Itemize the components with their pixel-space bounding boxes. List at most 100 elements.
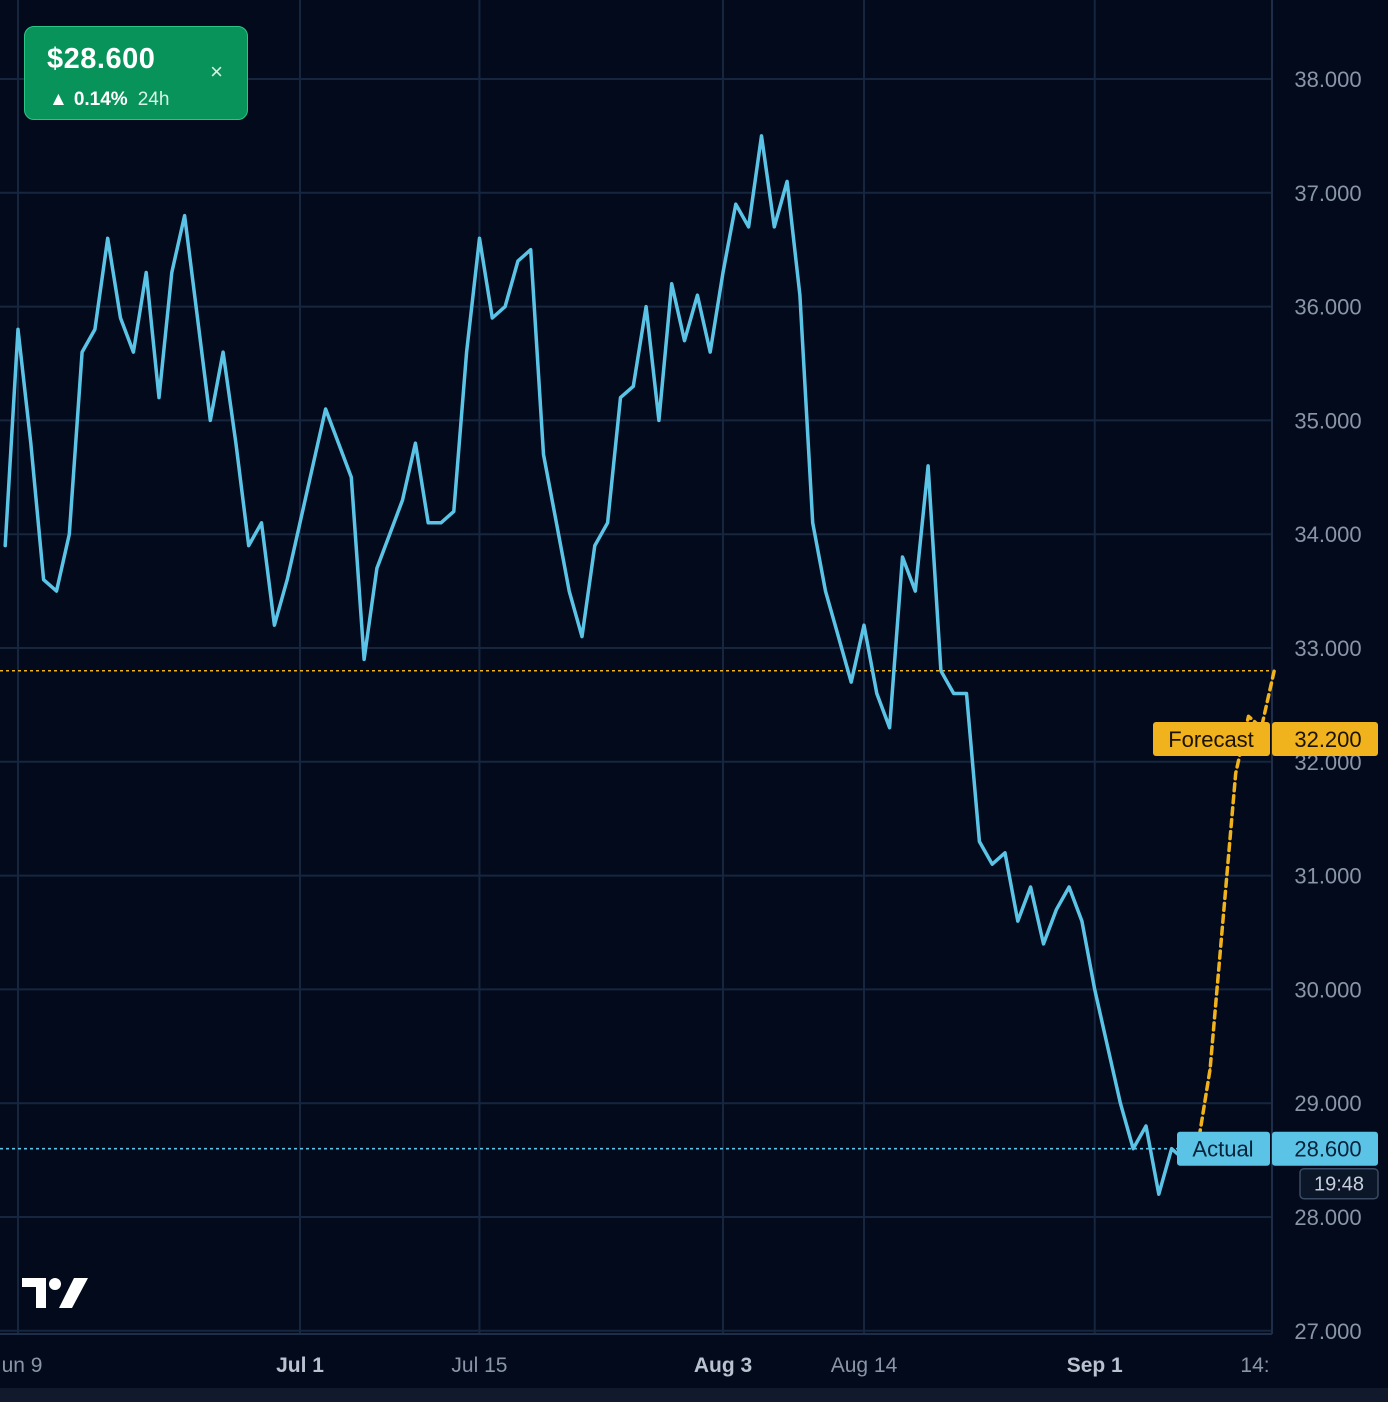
change-period: 24h [137,89,170,110]
series-point-actual-60 [773,225,776,229]
series-point-actual-62 [798,294,802,297]
tradingview-logo-icon [22,1278,88,1308]
y-tick-label-4: 34.000 [1294,522,1361,547]
x-tick-label-4: Aug 14 [831,1354,898,1377]
triangle-up-icon: ▲ [49,89,68,110]
series-point-actual-69 [888,726,891,729]
series-point-actual-4 [55,589,58,593]
series-point-forecast-3 [1234,771,1237,775]
series-point-forecast-1 [1208,1067,1212,1071]
y-tick-label-8: 30.000 [1294,977,1361,1002]
series-point-actual-34 [439,521,443,525]
y-tick-label-0: 38.000 [1294,67,1361,92]
series-point-actual-14 [183,214,186,217]
series-point-actual-12 [157,396,161,399]
series-point-actual-32 [414,441,417,445]
series-point-actual-10 [132,350,135,354]
series-point-actual-89 [1144,1124,1148,1128]
series-point-actual-52 [670,282,673,286]
series-point-actual-55 [708,350,712,354]
x-tick-label-1: Jul 1 [276,1354,324,1377]
series-point-forecast-4 [1247,715,1250,718]
series-point-actual-39 [503,305,507,308]
series-point-actual-7 [93,328,97,331]
series-point-actual-63 [811,521,814,525]
y-tick-label-11: 27.000 [1294,1319,1361,1344]
series-point-actual-84 [1080,919,1084,923]
series-point-actual-22 [285,578,289,581]
series-point-actual-71 [914,589,917,593]
series-point-actual-44 [567,589,571,593]
series-point-actual-46 [593,544,597,547]
series-point-actual-21 [273,624,276,627]
series-point-actual-42 [542,453,545,456]
y-tick-label-1: 37.000 [1294,181,1361,206]
series-point-actual-91 [1170,1147,1173,1150]
series-point-actual-23 [298,521,302,525]
series-point-actual-27 [350,476,353,479]
series-point-actual-24 [311,464,315,468]
series-point-actual-43 [555,521,558,525]
series-point-actual-8 [106,237,109,240]
forecast-value-tag [1272,722,1378,757]
series-line-actual [3,134,1200,1196]
series-point-actual-88 [1131,1147,1135,1150]
y-tick-label-3: 35.000 [1294,408,1361,433]
forecast-name-tag [1153,722,1270,757]
y-tick-label-7: 31.000 [1294,864,1361,889]
series-point-actual-40 [516,259,520,263]
series-point-actual-25 [324,407,327,411]
series-point-actual-29 [375,567,379,570]
series-point-actual-20 [260,521,263,525]
series-point-actual-1 [16,328,20,331]
x-tick-label-0: un 9 [2,1354,43,1377]
series-point-actual-26 [337,441,340,445]
x-tick-label-3: Aug 3 [694,1354,752,1377]
current-price: $28.600 [47,43,156,75]
series-point-actual-54 [696,294,699,297]
series-point-actual-68 [875,692,879,695]
series-point-actual-56 [721,271,725,274]
series-point-actual-79 [1016,919,1020,923]
series-point-actual-51 [657,419,661,422]
countdown-label: 19:48 [1314,1174,1364,1196]
series-point-actual-47 [606,521,609,525]
series-point-actual-28 [362,658,366,661]
series-point-actual-13 [170,271,174,274]
series-point-actual-61 [785,180,789,183]
series-point-actual-11 [144,271,148,274]
actual-value-label: 28.600 [1294,1137,1361,1162]
series-point-actual-45 [580,635,584,638]
series-point-actual-5 [68,533,71,536]
series-point-actual-59 [760,134,763,138]
actual-name-tag [1177,1131,1270,1166]
series-point-actual-65 [837,635,840,638]
series-point-actual-35 [452,510,456,513]
series-point-actual-64 [824,589,827,593]
series-point-actual-9 [119,316,122,320]
series-point-actual-41 [529,248,532,251]
series-point-actual-77 [990,863,994,866]
series-point-actual-17 [221,350,225,354]
series-point-actual-36 [465,350,468,354]
price-card: $28.600 ▲ 0.14% 24h × [24,26,248,120]
y-tick-label-5: 33.000 [1294,636,1361,661]
x-tick-label-5: Sep 1 [1067,1354,1123,1377]
countdown-box [1299,1167,1379,1200]
series-point-actual-2 [29,441,33,445]
price-change: ▲ 0.14% 24h [49,89,169,111]
series-point-actual-50 [644,305,648,308]
series-point-actual-58 [747,225,750,229]
series-point-actual-70 [901,555,904,559]
series-point-actual-37 [478,237,481,240]
series-point-forecast-6 [1272,669,1276,672]
series-point-actual-76 [978,840,981,843]
forecast-value-label: 32.200 [1294,727,1361,752]
series-point-actual-6 [80,350,84,354]
series-point-actual-73 [939,669,943,672]
close-icon[interactable]: × [210,59,223,84]
y-tick-label-2: 36.000 [1294,295,1361,320]
series-point-actual-0 [3,544,7,547]
